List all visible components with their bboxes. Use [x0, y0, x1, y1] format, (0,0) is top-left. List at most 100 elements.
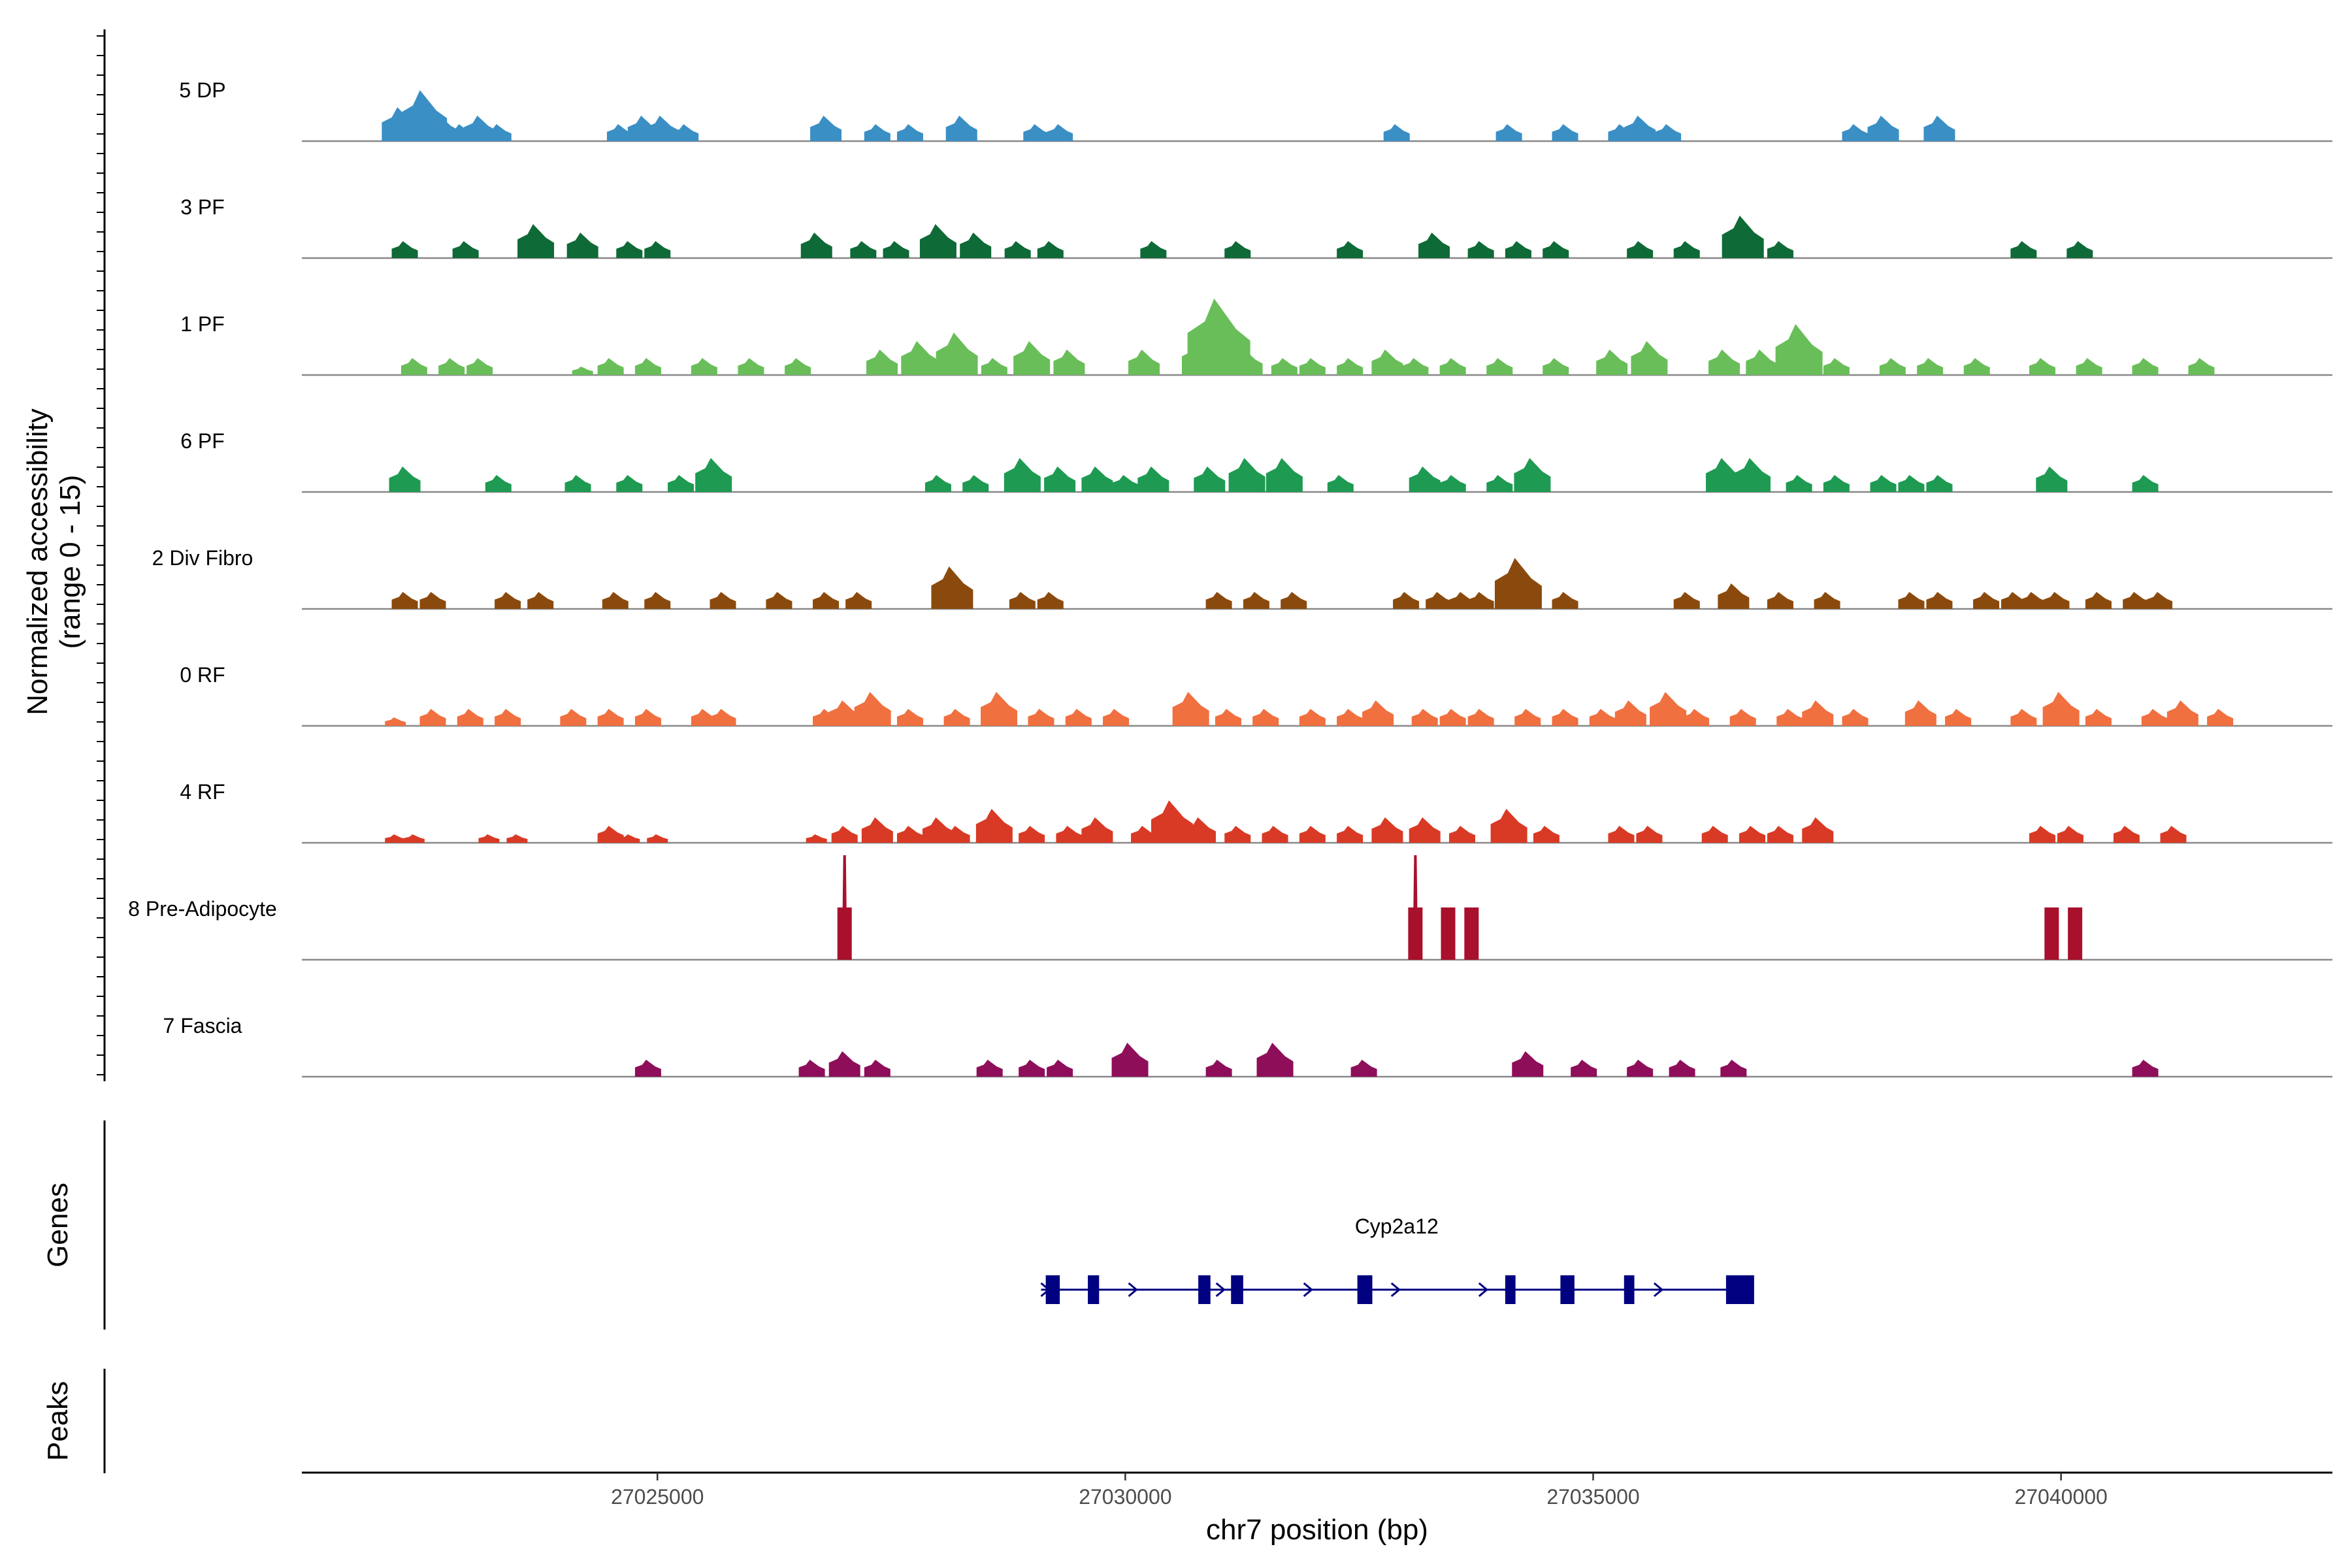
peak-2-14	[1053, 350, 1085, 375]
peak-1-8	[883, 241, 909, 258]
peak-6-21	[1262, 826, 1288, 843]
peak-4-13	[1205, 592, 1232, 609]
peak-5-32	[1683, 709, 1710, 726]
x-tick-label-2: 27035000	[1546, 1485, 1639, 1509]
x-axis-title: chr7 position (bp)	[1206, 1514, 1428, 1546]
peak-2-5	[634, 358, 661, 375]
peak-2-38	[2132, 358, 2159, 375]
peak-1-22	[1722, 216, 1764, 258]
peak-0-21	[1655, 124, 1682, 141]
peak-3-6	[924, 475, 951, 492]
exon-0-7	[1624, 1275, 1635, 1304]
peak-2-27	[1596, 350, 1628, 375]
peak-6-28	[1533, 826, 1560, 843]
peak-6-3	[506, 834, 528, 843]
peak-5-14	[981, 692, 1018, 726]
track-8: 7 Fascia	[163, 1014, 2332, 1078]
peak-1-25	[2066, 241, 2093, 258]
peak-3-10	[1081, 466, 1113, 492]
peak-2-37	[2076, 358, 2102, 375]
peak-3-24	[1823, 475, 1850, 492]
peak-5-41	[2085, 709, 2112, 726]
peak-8-2	[828, 1051, 860, 1077]
peak-5-29	[1589, 709, 1616, 726]
peak-2-13	[1013, 341, 1051, 375]
exon-0-4	[1357, 1275, 1373, 1304]
peak-5-28	[1552, 709, 1578, 726]
peak-3-27	[1926, 475, 1953, 492]
peak-2-6	[691, 358, 717, 375]
peak-6-8	[831, 826, 858, 843]
peak-4-14	[1243, 592, 1269, 609]
peak-6-25	[1409, 817, 1441, 843]
track-5: 0 RF	[180, 663, 2332, 727]
peak-1-9	[919, 224, 956, 258]
peak-1-20	[1627, 241, 1654, 258]
peak-2-9	[866, 350, 898, 375]
peak-3-3	[616, 475, 643, 492]
peak-4-24	[1767, 592, 1793, 609]
peak-6-18	[1151, 800, 1193, 843]
track-0: 5 DP	[179, 78, 2332, 142]
peak-8-0	[634, 1060, 661, 1077]
peak-3-28	[2036, 466, 2068, 492]
peak-0-22	[1842, 124, 1869, 141]
peak-2-34	[1917, 358, 1944, 375]
peak-6-37	[2113, 826, 2140, 843]
peak-4-9	[845, 592, 872, 609]
peak-2-25	[1486, 358, 1513, 375]
peak-2-39	[2188, 358, 2215, 375]
peak-6-27	[1490, 809, 1527, 843]
gene-label-0: Cyp2a12	[1355, 1215, 1439, 1238]
peak-3-9	[1044, 466, 1076, 492]
peak-5-3	[495, 709, 521, 726]
peak-4-33	[2123, 592, 2149, 609]
peak-7-2	[1441, 907, 1456, 960]
peak-5-6	[634, 709, 661, 726]
track-label-7: 8 Pre-Adipocyte	[128, 897, 277, 921]
x-tick-label-3: 27040000	[2014, 1485, 2107, 1509]
peak-4-21	[1552, 592, 1578, 609]
peak-5-25	[1439, 709, 1466, 726]
peak-3-7	[962, 475, 989, 492]
peak-4-22	[1673, 592, 1700, 609]
peak-6-19	[1184, 817, 1216, 843]
peak-4-28	[1973, 592, 2000, 609]
track-label-0: 5 DP	[179, 78, 225, 102]
peak-8-3	[864, 1060, 890, 1077]
peak-0-6	[606, 124, 633, 141]
peak-1-17	[1467, 241, 1494, 258]
peak-1-14	[1224, 241, 1251, 258]
peak-1-10	[960, 233, 992, 258]
peak-2-8	[785, 358, 811, 375]
peak-8-10	[1350, 1060, 1377, 1077]
peak-5-4	[560, 709, 587, 726]
track-label-3: 6 PF	[180, 429, 225, 453]
exon-0-5	[1505, 1275, 1516, 1304]
peak-3-1	[485, 475, 512, 492]
peak-1-16	[1418, 233, 1450, 258]
peak-6-17	[1131, 826, 1158, 843]
peak-2-7	[738, 358, 764, 375]
track-label-5: 0 RF	[180, 663, 225, 687]
peak-6-33	[1767, 826, 1793, 843]
strand-arrow-0-4	[1390, 1282, 1401, 1298]
peak-4-7	[766, 592, 792, 609]
peak-1-12	[1037, 241, 1064, 258]
peak-6-1	[403, 834, 425, 843]
peak-5-24	[1411, 709, 1438, 726]
peak-6-22	[1299, 826, 1326, 843]
peak-7-1	[1408, 855, 1423, 960]
peak-2-3	[572, 367, 593, 375]
peak-4-25	[1814, 592, 1840, 609]
peak-6-24	[1371, 817, 1403, 843]
peak-0-17	[1495, 124, 1522, 141]
exon-0-3	[1231, 1275, 1243, 1304]
peak-1-18	[1505, 241, 1531, 258]
peak-5-11	[854, 692, 891, 726]
y-axis-title-line2: (range 0 - 15)	[54, 475, 86, 649]
y-axis-title-line1: Normalized accessibility	[22, 408, 54, 715]
peak-2-31	[1775, 324, 1823, 375]
peak-3-13	[1194, 466, 1226, 492]
